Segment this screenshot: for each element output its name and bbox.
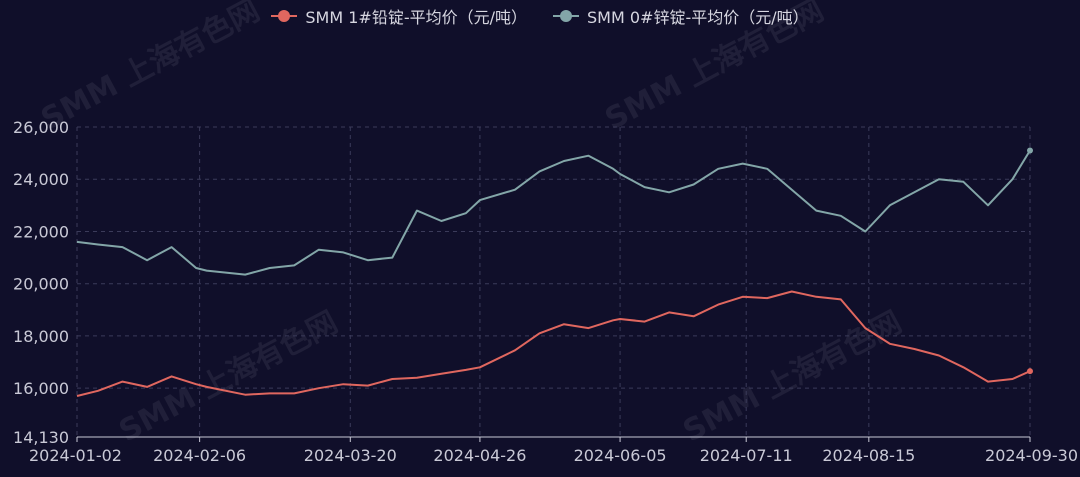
y-tick-label: 14,130 (13, 428, 69, 447)
x-tick-label: 2024-08-15 (822, 446, 915, 465)
legend-label-lead: SMM 1#铅锭-平均价（元/吨） (305, 8, 527, 27)
zinc-swatch-dot (560, 10, 572, 22)
x-tick-label: 2024-04-26 (433, 446, 526, 465)
x-tick-label: 2024-03-20 (304, 446, 397, 465)
legend-item-zinc[interactable]: SMM 0#锌锭-平均价（元/吨） (553, 4, 809, 28)
zinc-line-marker-icon (553, 10, 579, 22)
lead-price-line (76, 290, 1031, 397)
lead-swatch-dot (278, 10, 291, 22)
x-tick-label: 2024-09-30 (985, 446, 1078, 465)
x-tick-label: 2024-06-05 (574, 446, 667, 465)
x-tick-label: 2024-02-06 (153, 446, 246, 465)
zinc-price-line (76, 149, 1031, 276)
y-tick-label: 16,000 (13, 379, 69, 398)
y-tick-label: 18,000 (13, 327, 69, 346)
x-tick-label: 2024-07-11 (700, 446, 793, 465)
legend: SMM 1#铅锭-平均价（元/吨） SMM 0#锌锭-平均价（元/吨） (0, 4, 1080, 28)
legend-item-lead[interactable]: SMM 1#铅锭-平均价（元/吨） (271, 4, 527, 28)
x-tick-label: 2024-01-02 (29, 446, 122, 465)
y-tick-label: 26,000 (13, 118, 69, 137)
y-tick-label: 22,000 (13, 222, 69, 241)
lead-line-marker-icon (271, 10, 298, 22)
legend-label-zinc: SMM 0#锌锭-平均价（元/吨） (587, 8, 809, 27)
lead-price-point (1027, 368, 1033, 375)
y-tick-label: 24,000 (13, 170, 69, 189)
zinc-price-point (1027, 147, 1033, 154)
y-tick-label: 20,000 (13, 275, 69, 294)
